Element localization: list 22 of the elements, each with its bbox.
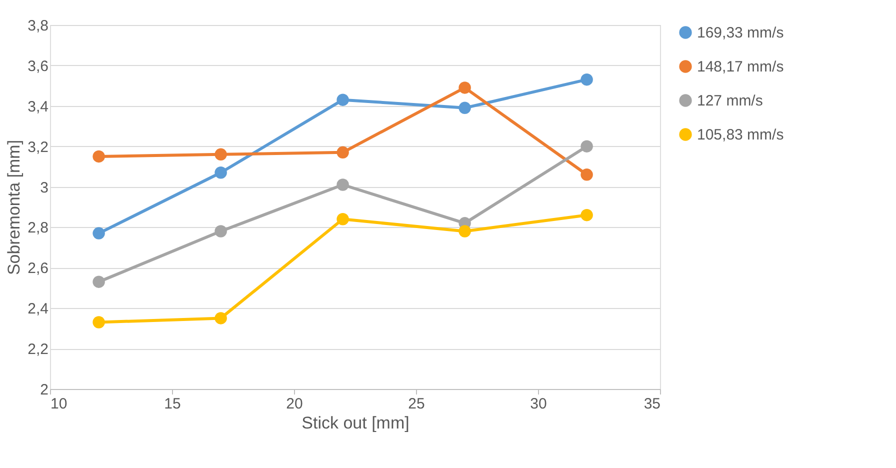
legend-label: 105,83 mm/s xyxy=(697,126,784,144)
y-tick-label: 3,6 xyxy=(28,58,48,75)
legend-label: 127 mm/s xyxy=(697,92,763,110)
x-tick-label: 15 xyxy=(164,396,181,412)
x-tick-label: 20 xyxy=(286,396,303,412)
x-tick-label: 35 xyxy=(644,396,660,412)
legend-label: 148,17 mm/s xyxy=(697,58,784,76)
y-tick-label: 2,6 xyxy=(28,260,48,278)
y-axis-title: Sobremonta [mm] xyxy=(4,140,24,276)
x-tick-label: 25 xyxy=(408,396,425,412)
legend-label: 169,33 mm/s xyxy=(697,24,784,42)
y-tick-label: 2,4 xyxy=(28,300,48,318)
y-tick-label: 3,2 xyxy=(28,138,48,156)
y-tick-label: 2,2 xyxy=(28,341,48,358)
y-tick-label: 2 xyxy=(40,382,48,398)
x-axis-title: Stick out [mm] xyxy=(302,414,410,432)
y-tick-label: 3,4 xyxy=(28,98,48,116)
x-tick-label: 10 xyxy=(50,396,68,412)
y-tick-label: 2,8 xyxy=(28,220,48,237)
x-tick-label: 30 xyxy=(530,396,547,412)
y-tick-label: 3,8 xyxy=(28,18,48,34)
y-tick-label: 3 xyxy=(40,179,48,196)
